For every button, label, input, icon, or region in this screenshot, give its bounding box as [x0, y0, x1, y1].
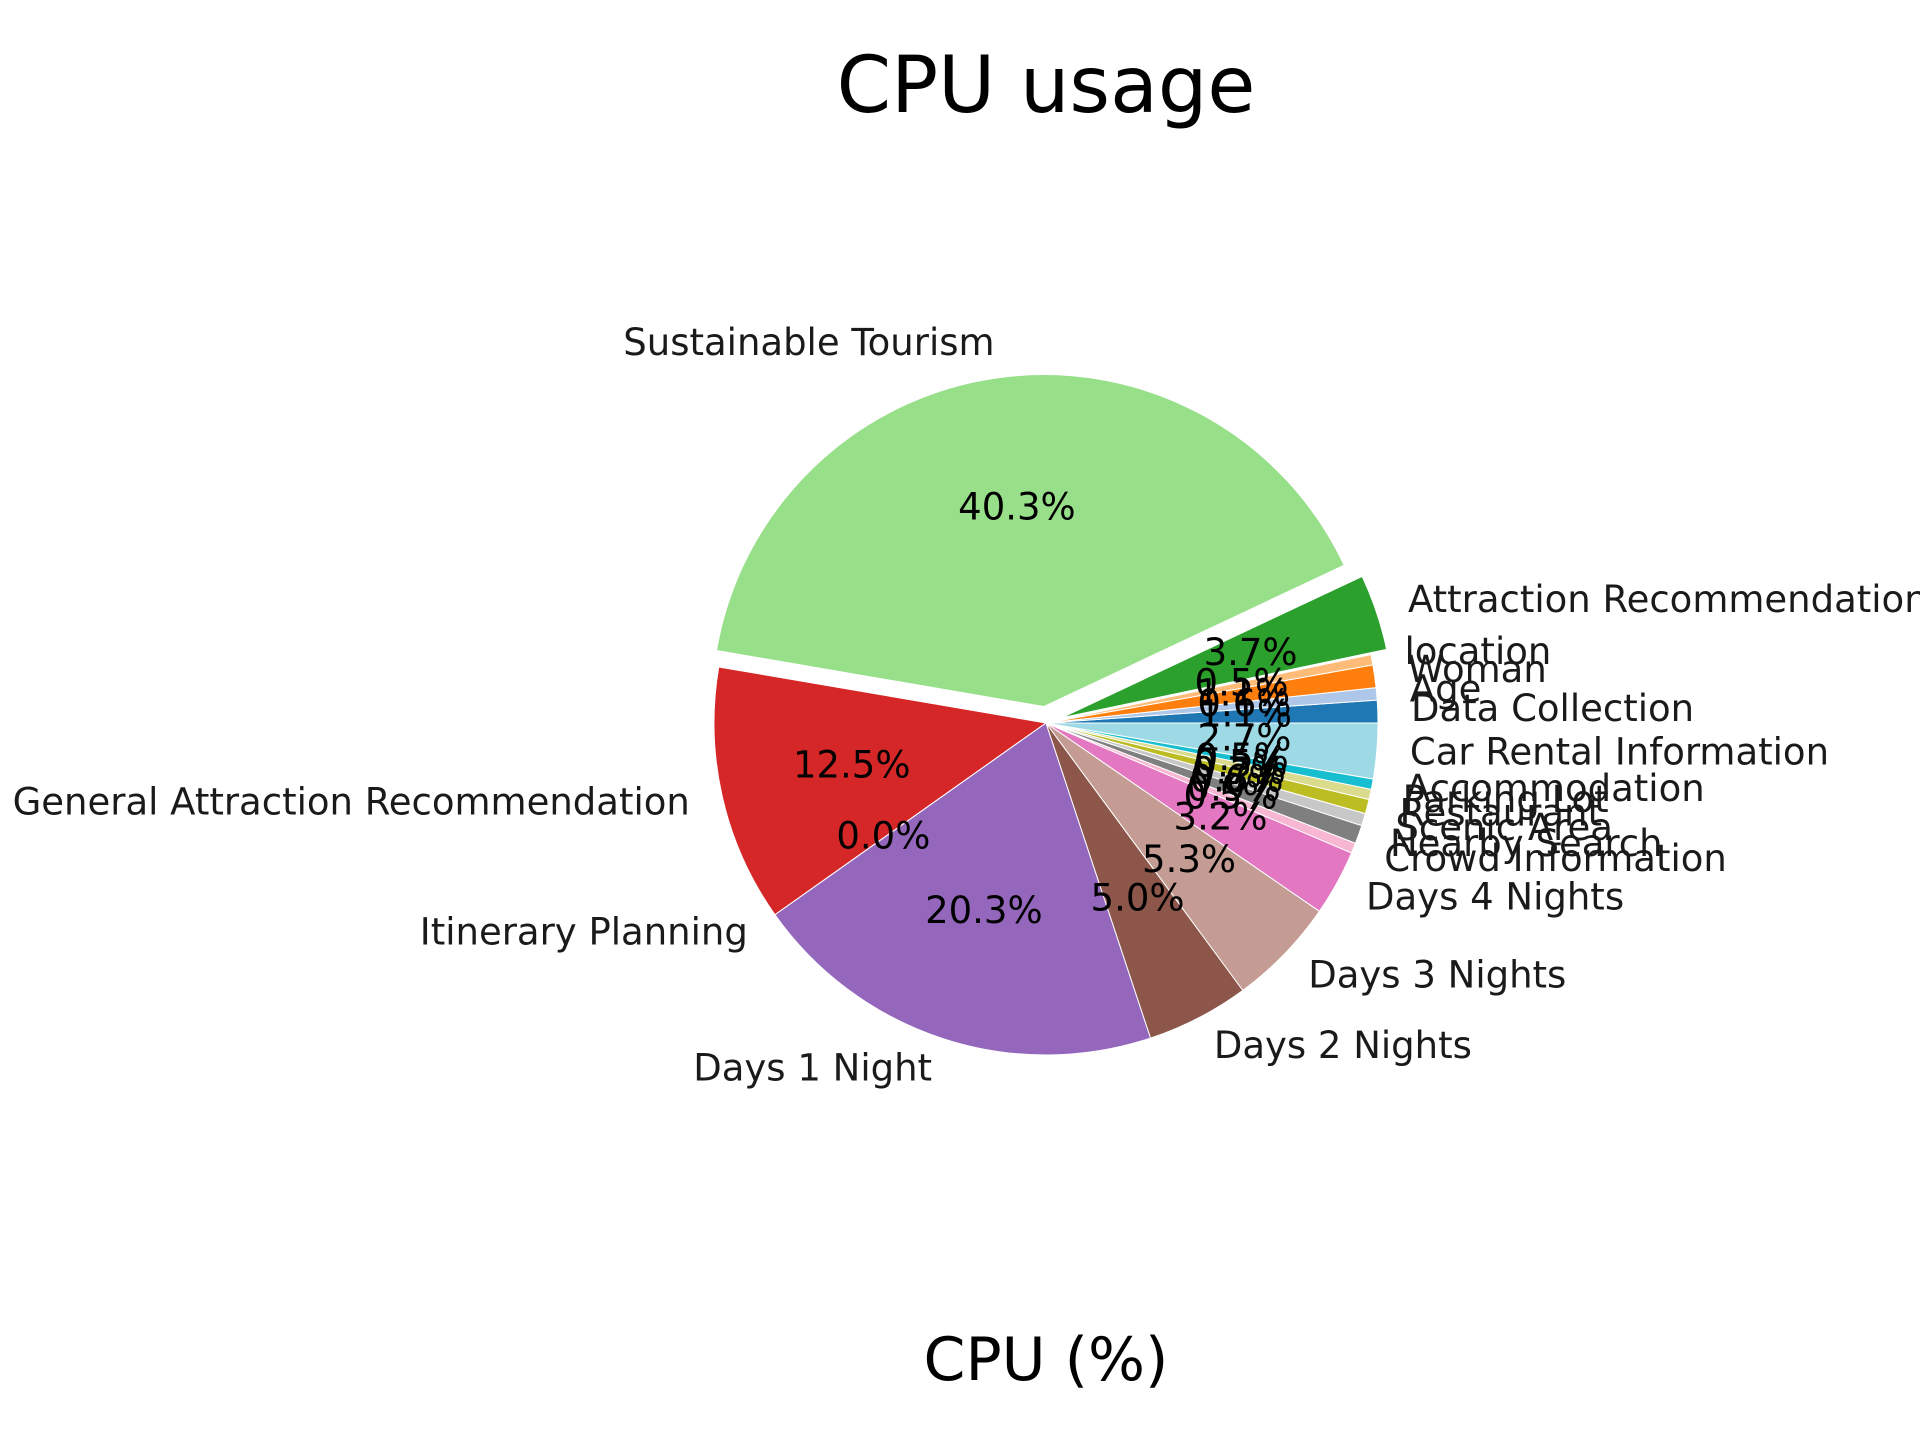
slice-label-restaurant: Restaurant [1399, 791, 1602, 834]
pie-slice-car-rental-information [1045, 722, 1379, 780]
slice-label-days-1-night: Days 1 Night [693, 1046, 932, 1089]
pct-label-woman: 1.1% [1196, 671, 1290, 714]
percentage-labels: 1.1%0.6%1.1%0.5%3.7%40.3%12.5%0.0%20.3% 5… [793, 486, 1298, 932]
pct-label-days-4-nights: 3.2% [1174, 795, 1268, 838]
pct-label-accommodation: 0.5% [1195, 736, 1289, 779]
pct-label-days-2-nights: 5.0% [1091, 876, 1185, 919]
slice-label-nearby-search: Nearby Search [1390, 822, 1663, 865]
pct-label-attraction-recommendation: 3.7% [1204, 631, 1298, 674]
pct-label-age: 0.6% [1197, 682, 1291, 725]
pie-slice-sustainable-tourism [715, 374, 1345, 708]
pct-label-scenic-area: 0.6% [1190, 757, 1284, 800]
pct-label-restaurant: 0.7% [1192, 750, 1286, 793]
pct-label-itinerary-planning: 0.0% [836, 815, 930, 858]
slice-label-crowd-information: Crowd Information [1384, 837, 1727, 880]
slice-label-location: location [1405, 630, 1552, 673]
slice-label-scenic-area: Scenic Area [1395, 806, 1613, 849]
slice-label-days-2-nights: Days 2 Nights [1214, 1024, 1472, 1067]
slice-label-age: Age [1410, 667, 1482, 710]
slice-label-woman: Woman [1408, 648, 1547, 691]
slice-label-days-3-nights: Days 3 Nights [1308, 954, 1566, 997]
x-axis-label: CPU (%) [924, 1325, 1169, 1395]
pct-label-days-1-night: 20.3% [925, 889, 1043, 932]
slice-label-accommodation: Accommodation [1405, 767, 1705, 810]
pie-slices [713, 374, 1388, 1056]
pie-slice-days-1-night [774, 722, 1152, 1056]
slice-label-sustainable-tourism: Sustainable Tourism [623, 321, 994, 364]
slice-label-itinerary-planning: Itinerary Planning [420, 910, 748, 953]
pct-label-sustainable-tourism: 40.3% [958, 486, 1076, 529]
pct-label-crowd-information: 0.5% [1184, 775, 1278, 818]
pie-slice-location [1045, 654, 1374, 724]
slice-label-car-rental-information: Car Rental Information [1410, 730, 1829, 773]
pct-label-parking-lot: 0.5% [1194, 742, 1288, 785]
slice-label-parking-lot: Parking Lot [1403, 778, 1609, 821]
pct-label-general-attraction-recommendation: 12.5% [793, 744, 911, 787]
pie-slice-general-attraction-recommendation [713, 666, 1048, 916]
pct-label-car-rental-information: 2.7% [1197, 716, 1291, 759]
pct-label-nearby-search: 0.9% [1187, 766, 1281, 809]
pct-label-location: 0.5% [1195, 662, 1289, 705]
slice-label-attraction-recommendation: Attraction Recommendation [1408, 578, 1920, 621]
pie-slice-attraction-recommendation [1061, 575, 1388, 719]
pct-label-days-3-nights: 5.3% [1142, 838, 1236, 881]
slice-label-general-attraction-recommendation: General Attraction Recommendation [13, 780, 690, 823]
chart-title: CPU usage [837, 41, 1256, 131]
slice-label-data-collection: Data Collection [1411, 687, 1694, 730]
slice-label-days-4-nights: Days 4 Nights [1366, 875, 1624, 918]
pct-label-data-collection: 1.1% [1198, 693, 1292, 736]
